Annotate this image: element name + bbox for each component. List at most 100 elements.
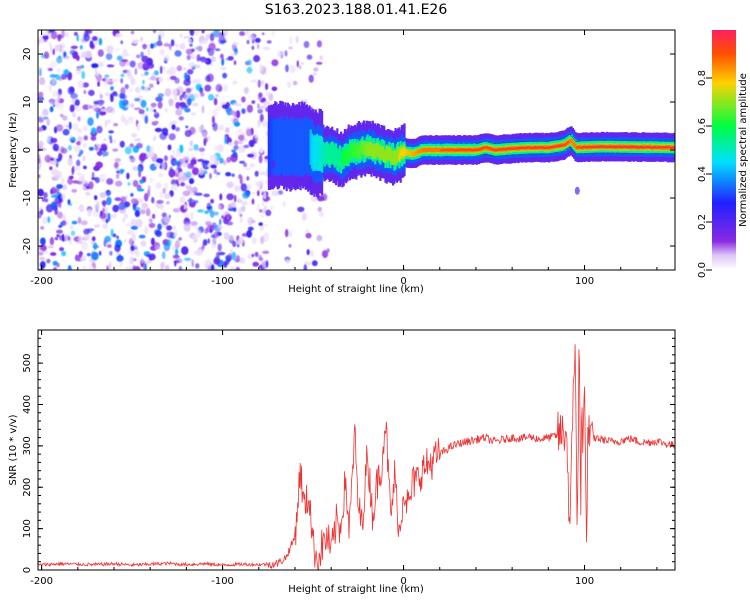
ridge-cell: [650, 146, 653, 149]
noise-speck: [141, 55, 149, 63]
ridge-cell: [314, 135, 317, 171]
noise-speck: [154, 127, 162, 133]
noise-speck: [119, 92, 125, 100]
noise-speck: [146, 151, 154, 158]
ridge-cell: [484, 146, 487, 149]
noise-speck: [57, 211, 63, 219]
x-tick-label: -100: [211, 276, 234, 287]
noise-speck: [38, 174, 41, 178]
noise-speck: [127, 230, 135, 235]
ridge-cell: [355, 145, 358, 159]
noise-speck: [313, 67, 319, 72]
noise-speck: [71, 167, 75, 175]
noise-speck: [42, 32, 48, 36]
ridge-cell: [663, 146, 666, 148]
noise-speck: [70, 45, 78, 50]
noise-speck: [193, 249, 202, 256]
noise-speck: [301, 62, 304, 65]
ridge-cell: [659, 146, 662, 149]
ridge-cell: [398, 153, 401, 162]
noise-speck: [220, 66, 227, 71]
noise-speck: [150, 43, 154, 49]
x-tick-label: 100: [575, 576, 594, 587]
noise-speck: [50, 157, 55, 161]
noise-speck: [169, 75, 177, 81]
noise-speck: [82, 125, 88, 132]
ridge-cell: [528, 146, 531, 149]
noise-speck: [306, 249, 310, 256]
noise-speck: [142, 79, 145, 85]
noise-speck: [142, 62, 149, 71]
ridge-cell: [433, 148, 436, 153]
ridge-cell: [424, 148, 428, 153]
ridge-cell: [404, 150, 407, 155]
ridge-cell: [503, 148, 506, 151]
noise-speck: [209, 172, 212, 180]
noise-speck: [56, 234, 60, 238]
noise-speck: [168, 66, 176, 76]
noise-speck: [232, 80, 238, 85]
noise-speck: [318, 211, 324, 217]
noise-speck: [56, 102, 64, 110]
noise-speck: [186, 98, 192, 106]
noise-speck: [93, 224, 101, 228]
ridge-cell: [450, 148, 453, 151]
noise-speck: [193, 144, 199, 151]
noise-speck: [62, 184, 68, 191]
ridge-cell: [549, 146, 552, 149]
noise-speck: [168, 168, 176, 178]
noise-speck: [269, 204, 274, 211]
ridge-cell: [640, 145, 643, 148]
ridge-cell: [298, 118, 301, 174]
noise-speck: [49, 44, 53, 53]
noise-speck: [115, 173, 120, 180]
ridge-cell: [417, 149, 420, 154]
ridge-cell: [281, 118, 284, 174]
noise-speck: [178, 237, 183, 241]
ridge-cell: [384, 149, 387, 163]
noise-speck: [173, 169, 181, 177]
noise-speck: [154, 163, 160, 167]
noise-speck: [134, 68, 138, 75]
noise-speck: [122, 99, 129, 106]
noise-speck: [104, 92, 110, 97]
noise-speck: [146, 145, 151, 153]
noise-speck: [198, 125, 204, 133]
noise-speck: [257, 43, 260, 49]
noise-speck: [259, 147, 264, 154]
ridge-cell: [348, 145, 352, 160]
ridge-cell: [430, 147, 433, 152]
noise-speck: [164, 88, 172, 97]
colorbar-tick-label: 0.0: [697, 262, 708, 278]
ridge-cell: [452, 149, 455, 151]
ridge-cell: [428, 147, 431, 152]
noise-speck: [179, 33, 183, 38]
noise-speck: [248, 139, 255, 148]
noise-speck: [204, 210, 209, 214]
ridge-cell: [535, 147, 538, 149]
noise-speck: [161, 127, 169, 135]
noise-speck: [147, 189, 151, 197]
noise-speck: [156, 158, 164, 164]
noise-speck: [43, 192, 48, 199]
noise-speck: [213, 266, 218, 270]
ridge-cell: [552, 145, 555, 148]
ridge-cell: [285, 115, 288, 171]
noise-speck: [51, 168, 58, 176]
signal-ridge: [267, 100, 675, 199]
ridge-cell: [565, 142, 568, 145]
noise-speck: [62, 214, 67, 222]
noise-speck: [59, 113, 64, 118]
noise-speck: [91, 63, 99, 69]
noise-speck: [257, 79, 261, 88]
noise-speck: [81, 241, 88, 251]
ridge-cell: [532, 146, 535, 149]
noise-speck: [92, 242, 98, 250]
noise-speck: [126, 172, 130, 180]
ridge-cell: [366, 141, 369, 156]
noise-speck: [163, 43, 170, 47]
noise-speck: [133, 107, 142, 111]
noise-speck: [88, 146, 94, 151]
ridge-cell: [350, 142, 353, 157]
noise-speck: [206, 47, 211, 53]
